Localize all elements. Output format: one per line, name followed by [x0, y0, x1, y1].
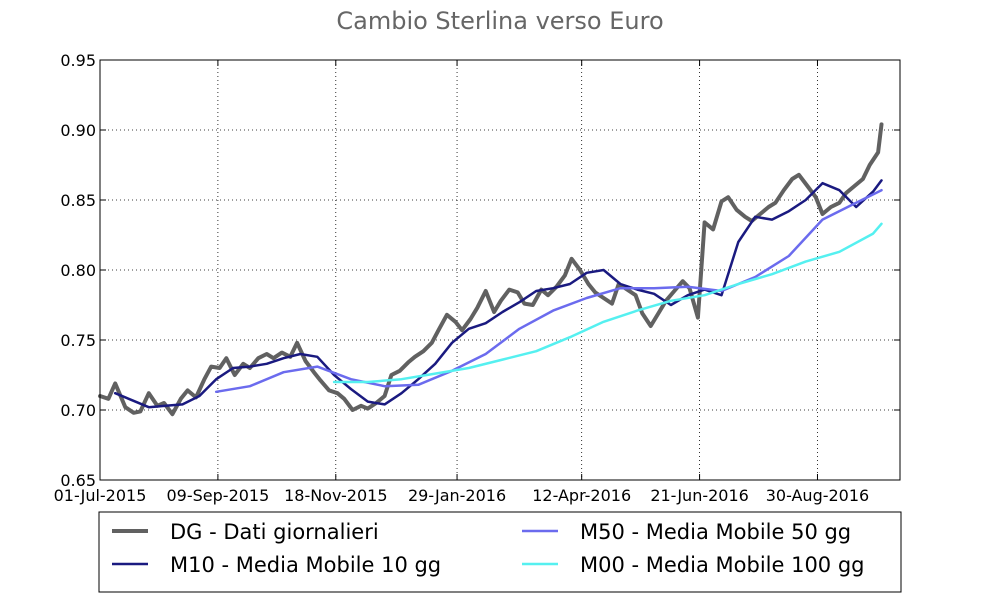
x-tick-label: 21-Jun-2016: [650, 486, 749, 505]
series-line-2: [113, 179, 883, 409]
legend-label-3: M50 - Media Mobile 50 gg: [580, 520, 851, 544]
x-tick-label: 29-Jan-2016: [408, 486, 506, 505]
grid-lines: [100, 60, 900, 480]
legend-label-1: DG - Dati giornalieri: [170, 520, 379, 544]
x-tick-label: 09-Sep-2015: [167, 486, 270, 505]
series-line-4: [332, 222, 883, 384]
y-tick-label: 0.95: [60, 51, 96, 70]
x-tick-label: 12-Apr-2016: [532, 486, 631, 505]
x-tick-label: 01-Jul-2015: [54, 486, 147, 505]
y-tick-label: 0.70: [60, 401, 96, 420]
x-tick-label: 18-Nov-2015: [284, 486, 387, 505]
x-axis: 01-Jul-2015 09-Sep-2015 18-Nov-2015 29-Jan-…: [54, 60, 870, 505]
y-tick-label: 0.80: [60, 261, 96, 280]
y-axis: 0.65 0.70 0.75 0.80 0.85 0.90 0.95: [60, 51, 900, 490]
legend-frame: [98, 511, 902, 593]
chart-title: Cambio Sterlina verso Euro: [336, 7, 663, 35]
y-tick-label: 0.65: [60, 471, 96, 490]
legend-label-4: M00 - Media Mobile 100 gg: [580, 553, 865, 577]
y-tick-label: 0.90: [60, 121, 96, 140]
y-tick-label: 0.85: [60, 191, 96, 210]
legend: DG - Dati giornalieri M10 - Media Mobile …: [98, 511, 902, 593]
legend-label-2: M10 - Media Mobile 10 gg: [170, 553, 441, 577]
series-layer: [98, 122, 884, 417]
series-line-3: [214, 188, 883, 394]
series-line-1: [98, 122, 884, 417]
x-tick-label: 30-Aug-2016: [766, 486, 870, 505]
y-tick-label: 0.75: [60, 331, 96, 350]
